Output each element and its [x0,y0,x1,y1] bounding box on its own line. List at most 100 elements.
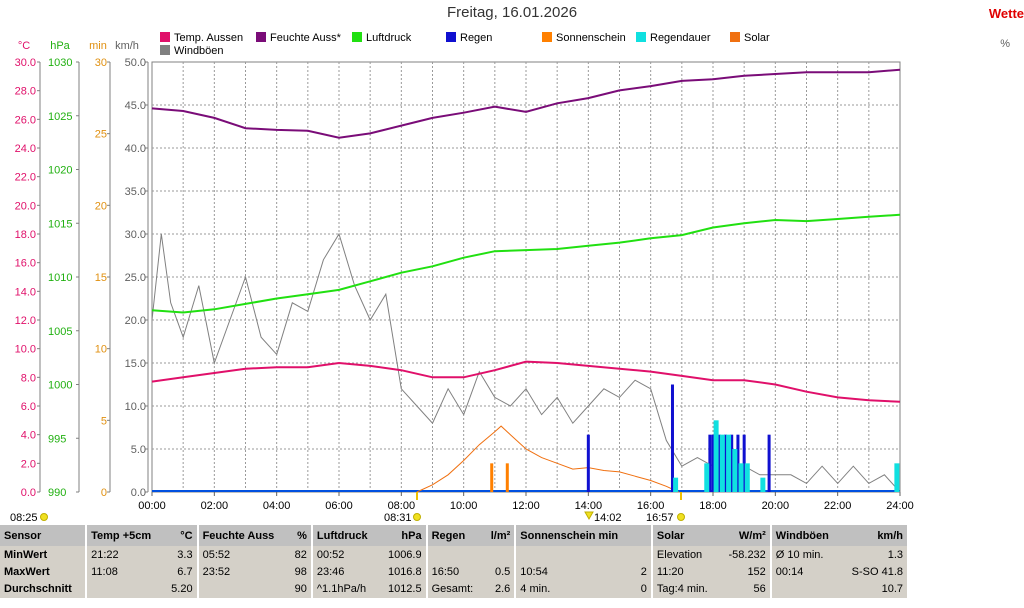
bar-regendauer [673,477,679,492]
legend-swatch [636,32,646,42]
bar-regen [723,434,727,492]
summary-cell: 2 [640,566,647,578]
summary-cell: 16:50 [425,563,484,581]
bar-regen [717,434,721,492]
legend-swatch [160,45,170,55]
temp-tick-label: 14.0 [15,286,36,298]
x-tick-label: 06:00 [325,500,353,512]
summary-cell: 11:20 [650,563,719,581]
summary-header-unit: hPa [378,525,427,547]
summary-row-label: Durchschnitt [4,583,72,596]
wind-tick-label: 20.0 [125,315,146,327]
summary-cell: -58.232 [728,548,766,561]
bar-regen [730,434,734,492]
temp-tick-label: 12.0 [15,315,36,327]
summary-cell: 1016.8 [387,566,422,578]
pressure-tick-label: 1010 [48,272,72,284]
temp-tick-label: 30.0 [15,57,36,69]
legend-swatch [256,32,266,42]
summary-header-unit: °C [163,525,198,547]
legend-swatch [160,32,170,42]
summary-cell: 6.7 [177,566,193,578]
summary-cell: Tag:4 min. [650,580,719,598]
summary-header: Luftdruck [310,525,379,547]
temp-tick-label: 20.0 [15,200,36,212]
legend-swatch [542,32,552,42]
summary-cell [769,580,841,598]
summary-header: Sonnenschein min [514,525,635,547]
bar-regendauer [719,434,725,492]
summary-cell: 152 [747,566,766,578]
grid [151,61,901,493]
summary-header: Regen [425,525,484,547]
summary-cell: 11:08 [85,563,164,581]
summary-header: Solar [650,525,719,547]
series-line-windb-en [151,232,901,493]
x-tick-label: 22:00 [824,500,852,512]
summary-header: Windböen [769,525,841,547]
summary-row-label: MinWert [4,548,48,561]
bar-regen [767,434,771,492]
wind-tick-label: 40.0 [125,143,146,155]
summary-header: Sensor [0,525,87,547]
legend-item-humidity: Feuchte Auss* [256,31,341,45]
minutes-unit-label: min [89,40,107,52]
summary-cell: 21:22 [85,546,164,564]
wind-tick-label: 15.0 [125,358,146,370]
summary-header-unit: l/m² [483,525,516,547]
summary-cell: 90 [294,583,307,596]
summary-header-unit: W/m² [718,525,771,547]
wind-tick-label: 0.0 [131,487,146,499]
x-tick-label: 04:00 [263,500,291,512]
minutes-tick-label: 10 [95,344,107,356]
bar-regen [736,434,740,492]
bar-regen [708,434,712,492]
bar-sonnenschein [505,463,509,492]
wind-tick-label: 5.0 [131,444,146,456]
summary-cell: 00:14 [769,563,841,581]
temp-unit-label: °C [18,40,30,52]
summary-cell: 56 [753,583,766,596]
summary-cell: 1012.5 [387,583,422,596]
minutes-tick-label: 30 [95,57,107,69]
legend-item-solar: Solar [730,31,770,45]
wind-tick-label: 25.0 [125,272,146,284]
minutes-tick-label: 20 [95,200,107,212]
legend-item-rain-duration: Regendauer [636,31,711,45]
summary-cell: 10:54 [514,563,635,581]
summary-cell: ^1.1hPa/h [310,580,379,598]
bar-regendauer [738,463,744,492]
bar-regen [670,384,674,492]
legend-item-sunshine: Sonnenschein [542,31,626,45]
temp-tick-label: 16.0 [15,258,36,270]
bar-regendauer [704,463,710,492]
legend-swatch [446,32,456,42]
pressure-tick-label: 1015 [48,218,72,230]
summary-cell: 05:52 [196,546,289,564]
summary-cell: 23:52 [196,563,289,581]
temp-tick-label: 2.0 [21,458,36,470]
summary-header: Feuchte Auss [196,525,289,547]
minutes-tick-label: 25 [95,129,107,141]
x-tick-label: 24:00 [886,500,914,512]
bar-regendauer [726,434,732,492]
series [151,68,901,493]
summary-header: Temp +5cm [85,525,164,547]
summary-header-unit [634,525,652,547]
summary-cell [196,580,289,598]
temp-tick-label: 28.0 [15,86,36,98]
pressure-tick-label: 1020 [48,165,72,177]
brand-logo-text: Wette [988,6,1024,21]
bar-sonnenschein [490,463,494,492]
summary-header-row: Sensor Temp +5cm °C Feuchte Auss % Luftd… [0,525,907,547]
pressure-tick-label: 1005 [48,326,72,338]
legend-item-rain: Regen [446,31,492,45]
solar-noon-icon [584,511,594,521]
temp-tick-label: 10.0 [15,344,36,356]
sunrise-left-icon [40,513,48,521]
sunrise-icon [413,513,421,521]
x-tick-label: 12:00 [512,500,540,512]
summary-row-label: MaxWert [4,566,50,578]
minutes-tick-label: 0 [101,487,107,499]
